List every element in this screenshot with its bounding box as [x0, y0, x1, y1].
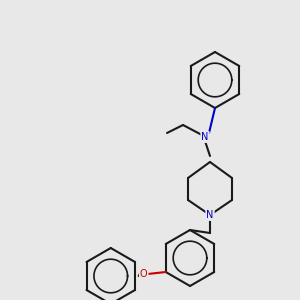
Text: O: O [140, 269, 148, 279]
Text: N: N [201, 132, 209, 142]
Text: N: N [206, 210, 214, 220]
